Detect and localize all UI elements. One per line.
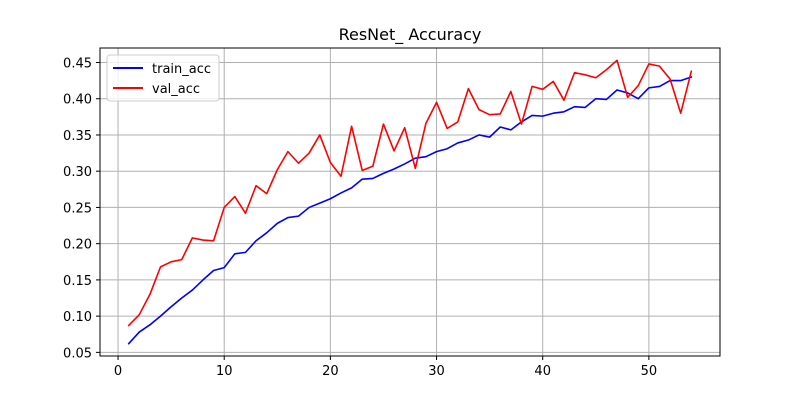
y-tick-label: 0.30 — [63, 165, 92, 180]
legend-label-val-acc: val_acc — [152, 82, 200, 97]
x-axis: 0 10 20 30 40 50 — [114, 356, 657, 379]
y-tick-label: 0.35 — [63, 129, 92, 144]
series-line-train-acc — [127, 76, 693, 345]
x-tick-label: 40 — [534, 364, 551, 379]
y-tick-label: 0.40 — [63, 93, 92, 108]
series-line-val-acc — [127, 59, 693, 327]
legend-label-train-acc: train_acc — [152, 62, 211, 77]
x-tick-label: 30 — [428, 364, 445, 379]
legend: train_acc val_acc — [106, 54, 220, 102]
series-layer — [127, 59, 693, 345]
legend-box — [106, 54, 220, 102]
plot-frame — [99, 47, 721, 357]
chart-title: ResNet_ Accuracy — [339, 25, 482, 45]
y-tick-label: 0.10 — [63, 310, 92, 325]
y-tick-label: 0.45 — [63, 56, 92, 71]
y-tick-label: 0.05 — [63, 346, 92, 361]
y-axis: 0.05 0.10 0.15 0.20 0.25 0.30 0.35 0.40 0.45 — [63, 56, 100, 361]
x-tick-label: 20 — [322, 364, 339, 379]
y-tick-label: 0.15 — [63, 274, 92, 289]
x-tick-label: 0 — [114, 364, 122, 379]
x-tick-label: 10 — [216, 364, 233, 379]
grid — [100, 48, 720, 356]
x-tick-label: 50 — [641, 364, 658, 379]
y-tick-label: 0.25 — [63, 201, 92, 216]
y-tick-label: 0.20 — [63, 238, 92, 253]
